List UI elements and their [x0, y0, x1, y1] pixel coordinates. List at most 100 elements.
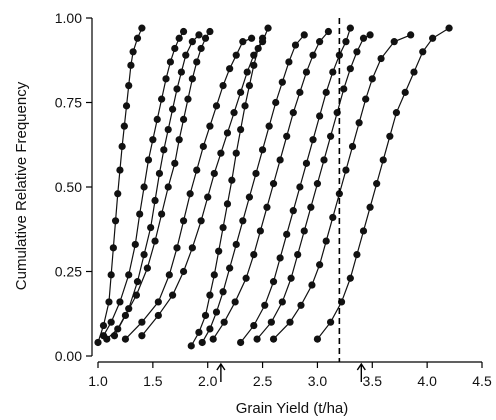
data-point — [245, 193, 254, 201]
data-point — [329, 213, 337, 222]
data-point — [151, 196, 159, 205]
data-point — [193, 166, 201, 174]
data-point — [193, 58, 201, 66]
data-point — [154, 311, 162, 320]
x-tick-label: 1.5 — [143, 373, 163, 389]
data-point — [283, 230, 291, 238]
data-point — [366, 31, 374, 39]
data-point — [342, 166, 350, 174]
data-point — [206, 291, 214, 299]
data-point — [353, 48, 361, 56]
data-point — [276, 156, 284, 164]
data-point — [316, 38, 324, 46]
data-point — [220, 318, 228, 326]
data-point — [313, 180, 322, 188]
data-point — [243, 68, 251, 76]
arrow-marker-head — [356, 362, 366, 371]
data-point — [198, 338, 206, 347]
data-point — [195, 31, 203, 39]
data-point — [237, 88, 245, 96]
data-point — [201, 34, 210, 42]
data-point — [195, 328, 203, 336]
data-point — [138, 24, 146, 32]
data-point — [219, 223, 227, 232]
y-tick-label: 0.25 — [55, 264, 82, 280]
data-point — [210, 271, 218, 279]
data-point — [111, 217, 120, 225]
data-point — [300, 31, 308, 39]
data-point — [326, 318, 335, 326]
data-point — [324, 27, 332, 36]
data-point — [245, 82, 254, 90]
data-point — [368, 75, 376, 83]
data-point — [239, 217, 247, 225]
data-point — [171, 159, 179, 167]
data-point — [138, 332, 146, 340]
data-point — [151, 237, 159, 245]
data-point — [116, 298, 124, 306]
data-point — [105, 298, 113, 306]
data-point — [445, 24, 453, 32]
data-point — [267, 318, 275, 326]
series-layer — [94, 24, 453, 350]
data-point — [346, 65, 354, 73]
data-point — [250, 61, 258, 69]
data-point — [179, 267, 188, 276]
data-point — [278, 78, 286, 86]
data-point — [329, 68, 337, 76]
data-point — [177, 68, 185, 76]
data-point — [158, 210, 166, 218]
data-point — [109, 244, 117, 252]
data-point — [149, 136, 157, 144]
data-point — [140, 251, 148, 259]
data-point — [116, 166, 124, 174]
series-line-10 — [240, 27, 351, 343]
data-point — [419, 48, 427, 56]
data-point — [410, 68, 418, 76]
data-point — [316, 112, 324, 120]
data-point — [143, 264, 151, 272]
x-tick-label: 3.5 — [363, 373, 383, 389]
overlay-layer — [216, 18, 366, 382]
data-point — [407, 31, 415, 39]
x-tick-label: 2.5 — [253, 373, 273, 389]
data-point — [173, 244, 181, 252]
data-point — [283, 132, 291, 140]
data-point — [125, 82, 133, 90]
data-point — [197, 217, 205, 225]
data-point — [114, 190, 122, 198]
data-point — [197, 44, 205, 53]
x-tick-layer: 1.0 1.5 2.0 2.5 3.0 3.5 4.0 4.5 — [88, 362, 492, 389]
data-point — [99, 321, 108, 330]
data-point — [250, 321, 258, 330]
data-point — [107, 318, 115, 326]
data-point — [154, 298, 162, 306]
data-point — [313, 335, 322, 343]
data-point — [289, 207, 297, 215]
data-point — [390, 38, 398, 46]
series-line-4 — [113, 31, 211, 337]
data-point — [250, 251, 258, 259]
data-point — [230, 109, 238, 117]
data-point — [127, 61, 135, 69]
data-point — [188, 38, 196, 46]
y-tick-label: 1.00 — [55, 10, 82, 26]
y-tick-label: 0.00 — [55, 348, 82, 364]
data-point — [169, 105, 177, 113]
data-point — [103, 335, 111, 343]
data-point — [188, 75, 196, 83]
data-point — [401, 88, 409, 96]
series-line-3 — [106, 34, 200, 340]
data-point — [147, 223, 155, 232]
data-point — [302, 159, 311, 167]
data-point — [272, 98, 280, 107]
data-point — [210, 169, 218, 178]
data-point — [377, 54, 385, 63]
data-point — [223, 200, 232, 208]
data-point — [209, 335, 217, 343]
data-point — [269, 335, 278, 343]
data-point — [131, 240, 139, 249]
data-point — [346, 274, 354, 282]
